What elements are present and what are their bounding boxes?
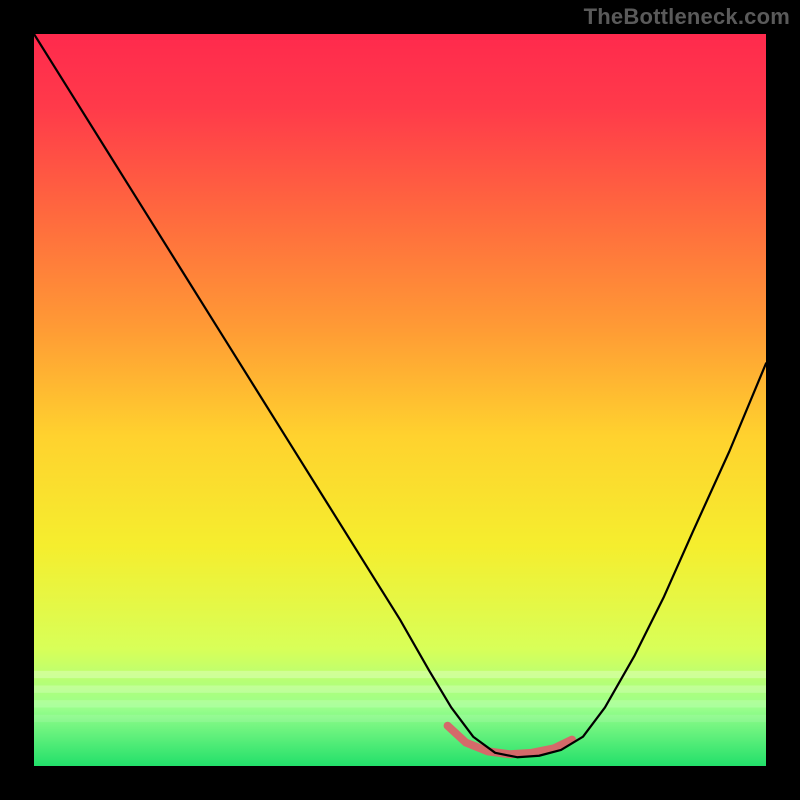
chart-background bbox=[34, 34, 766, 766]
watermark-text: TheBottleneck.com bbox=[584, 4, 790, 30]
plot-area bbox=[34, 34, 766, 766]
glow-band bbox=[34, 700, 766, 707]
glow-band bbox=[34, 685, 766, 692]
chart-svg bbox=[34, 34, 766, 766]
stage: TheBottleneck.com bbox=[0, 0, 800, 800]
glow-band bbox=[34, 715, 766, 722]
glow-band bbox=[34, 671, 766, 678]
